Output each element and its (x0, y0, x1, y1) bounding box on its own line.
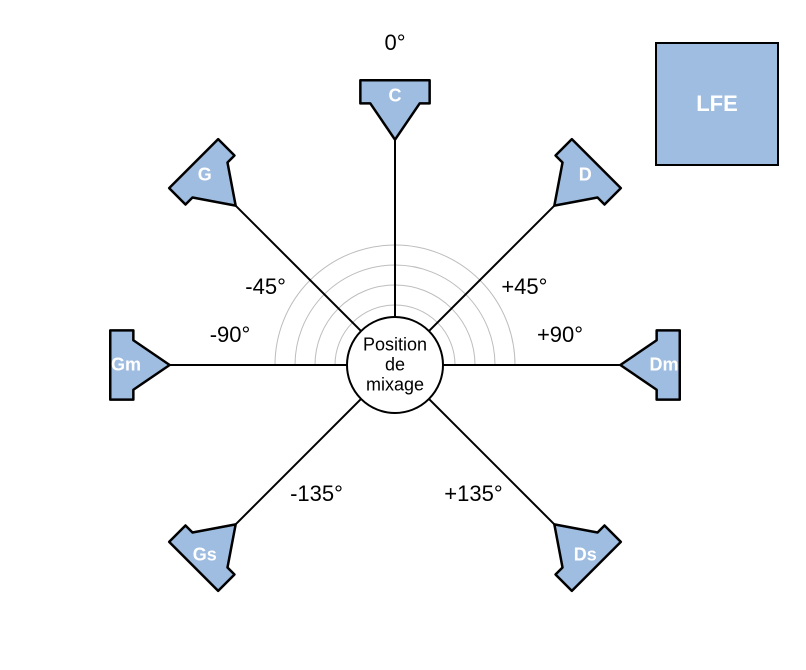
angle-label-Dm: +90° (537, 322, 583, 348)
lfe-box: LFE (655, 42, 779, 166)
lfe-label: LFE (696, 91, 738, 117)
angle-label-D: +45° (501, 274, 547, 300)
speaker-icon-C (360, 80, 429, 139)
diagram-stage: Position de mixage LFE C0°D+45°Dm+90°Ds+… (0, 0, 806, 670)
center-label: Position de mixage (363, 335, 427, 394)
speaker-icon-Dm (620, 330, 679, 399)
angle-label-Gs: -135° (290, 481, 343, 507)
angle-label-C: 0° (384, 30, 405, 56)
angle-label-Ds: +135° (444, 481, 502, 507)
angle-label-Gm: -90° (210, 322, 251, 348)
angle-label-G: -45° (245, 274, 286, 300)
speaker-icon-Gm (110, 330, 169, 399)
